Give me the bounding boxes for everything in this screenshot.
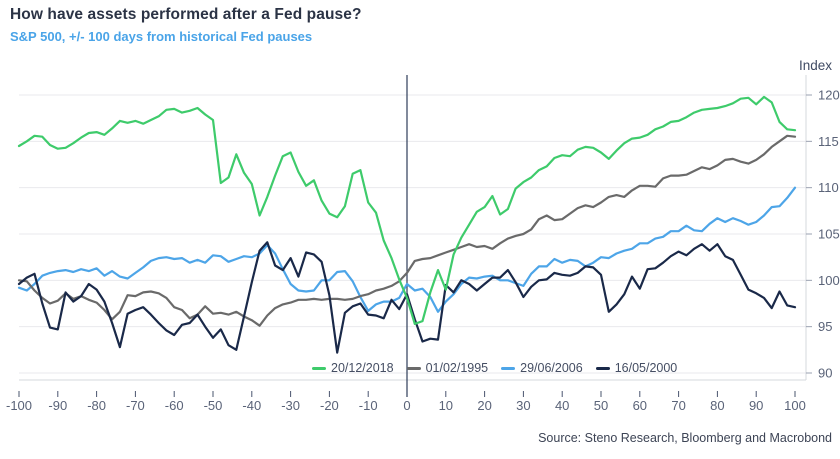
- x-tick-label-40: 40: [555, 398, 569, 413]
- series-line-20-12-2018: [17, 95, 797, 325]
- legend-dash-icon: [595, 366, 610, 370]
- y-tick-label-115: 115: [818, 134, 839, 149]
- y-tick-label-105: 105: [818, 227, 840, 242]
- legend: 20/12/2018 01/02/1995 29/06/2006 16/05/2000: [312, 361, 677, 375]
- legend-dash-icon: [406, 366, 421, 370]
- x-tick-label-50: 50: [594, 398, 608, 413]
- x-tick-label-20: 20: [477, 398, 491, 413]
- y-tick-label-95: 95: [818, 319, 832, 334]
- x-tick-label--30: -30: [281, 398, 300, 413]
- x-tick-label-0: 0: [403, 398, 410, 413]
- page-subtitle: S&P 500, +/- 100 days from historical Fe…: [10, 29, 313, 44]
- x-tick-label-90: 90: [749, 398, 763, 413]
- y-tick-label-110: 110: [818, 180, 839, 195]
- legend-item-29-06-2006: 29/06/2006: [501, 361, 583, 375]
- x-tick-label-30: 30: [516, 398, 530, 413]
- source-attribution: Source: Steno Research, Bloomberg and Ma…: [538, 431, 832, 445]
- x-tick-label--60: -60: [165, 398, 184, 413]
- legend-label: 01/02/1995: [425, 361, 489, 375]
- legend-label: 16/05/2000: [614, 361, 678, 375]
- x-tick-label-60: 60: [633, 398, 647, 413]
- x-tick-label-70: 70: [671, 398, 685, 413]
- series-line-29-06-2006: [17, 186, 797, 313]
- y-tick-label-120: 120: [818, 88, 840, 103]
- series-line-01-02-1995: [17, 134, 797, 327]
- legend-label: 20/12/2018: [331, 361, 394, 375]
- x-tick-label-80: 80: [710, 398, 724, 413]
- legend-dash-icon: [312, 366, 326, 370]
- x-tick-label--20: -20: [320, 398, 339, 413]
- x-tick-label--80: -80: [87, 398, 106, 413]
- legend-item-20-12-2018: 20/12/2018: [312, 361, 394, 375]
- x-tick-label--90: -90: [48, 398, 67, 413]
- x-tick-label--70: -70: [126, 398, 145, 413]
- x-tick-label--50: -50: [204, 398, 223, 413]
- x-tick-label--100: -100: [6, 398, 32, 413]
- y-axis-title: Index: [798, 58, 832, 73]
- legend-label: 29/06/2006: [520, 361, 583, 375]
- series-line-16-05-2000: [17, 241, 797, 354]
- legend-item-16-05-2000: 16/05/2000: [595, 361, 678, 375]
- legend-dash-icon: [501, 366, 516, 370]
- x-tick-label--10: -10: [359, 398, 378, 413]
- x-tick-label-100: 100: [784, 398, 806, 413]
- y-tick-label-100: 100: [818, 273, 840, 288]
- x-tick-label--40: -40: [242, 398, 261, 413]
- legend-item-01-02-1995: 01/02/1995: [406, 361, 489, 375]
- page-title: How have assets performed after a Fed pa…: [10, 6, 362, 23]
- y-tick-label-90: 90: [818, 366, 832, 381]
- x-tick-label-10: 10: [439, 398, 453, 413]
